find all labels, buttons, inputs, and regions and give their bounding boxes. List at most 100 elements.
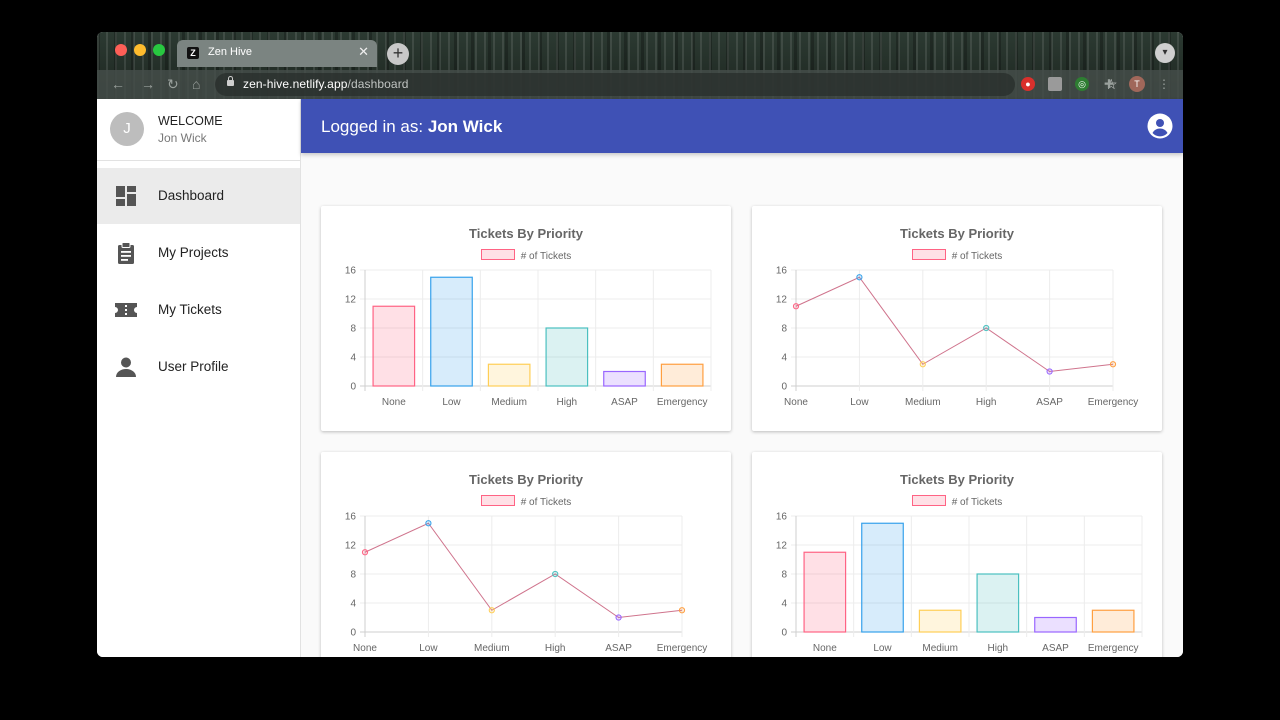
y-tick-label: 16 xyxy=(345,266,357,277)
sidebar-item-user-profile[interactable]: User Profile xyxy=(97,339,300,395)
y-tick-label: 16 xyxy=(776,512,788,523)
bar xyxy=(803,551,847,633)
x-tick-label: ASAP xyxy=(611,397,638,408)
logged-in-user: Jon Wick xyxy=(427,117,503,136)
chart-legend[interactable]: # of Tickets xyxy=(752,249,1162,262)
close-tab-icon[interactable]: ✕ xyxy=(358,44,369,59)
x-tick-label: Emergency xyxy=(1088,643,1139,654)
y-tick-label: 8 xyxy=(781,324,787,335)
sidebar-item-dashboard[interactable]: Dashboard xyxy=(97,168,300,224)
chart-title: Tickets By Priority xyxy=(469,472,583,487)
person-icon xyxy=(116,357,136,377)
y-tick-label: 8 xyxy=(781,570,787,581)
y-tick-label: 0 xyxy=(781,382,787,393)
x-tick-label: Low xyxy=(873,643,892,654)
kebab-menu-icon[interactable]: ⋮ xyxy=(1158,77,1170,91)
address-bar[interactable]: zen-hive.netlify.app/dashboard ☆ xyxy=(215,73,1118,96)
url-text: zen-hive.netlify.app/dashboard xyxy=(243,77,409,91)
data-point xyxy=(919,361,926,368)
extension-icon[interactable]: ● xyxy=(1021,77,1035,91)
data-point xyxy=(983,324,990,332)
x-tick-label: Medium xyxy=(905,397,941,408)
legend-label: # of Tickets xyxy=(520,497,572,508)
legend-swatch xyxy=(911,249,946,260)
extension-icon[interactable] xyxy=(1048,77,1062,91)
x-tick-label: High xyxy=(557,397,578,408)
x-tick-label: ASAP xyxy=(1036,397,1063,408)
bar xyxy=(976,573,1020,633)
bar-chart: 0 4 8 12 16 None Low Medium High ASAP Emergency xyxy=(776,512,1143,654)
data-point xyxy=(552,570,559,578)
series-line xyxy=(364,522,683,619)
bar-chart: 0 4 8 12 16 None Low Medium High ASAP Emergency xyxy=(345,266,712,408)
legend-swatch xyxy=(480,495,515,506)
chart-legend[interactable]: # of Tickets xyxy=(752,495,1162,508)
profile-avatar-icon[interactable]: T xyxy=(1129,76,1145,92)
x-tick-label: Medium xyxy=(491,397,527,408)
x-tick-label: Emergency xyxy=(657,397,708,408)
x-tick-label: None xyxy=(813,643,837,654)
close-window-button[interactable] xyxy=(115,44,127,56)
browser-titlebar: Z Zen Hive ✕ + ▾ ← → ↻ ⌂ zen-hive.netlif… xyxy=(97,32,1183,99)
bar xyxy=(660,363,704,387)
account-circle-icon[interactable] xyxy=(1147,113,1173,139)
x-tick-label: None xyxy=(382,397,406,408)
logged-in-label: Logged in as: Jon Wick xyxy=(321,117,503,136)
y-tick-label: 8 xyxy=(350,324,356,335)
app-header: Logged in as: Jon Wick xyxy=(301,99,1183,153)
chart-card: Tickets By Priority # of Tickets 0 4 8 12 16… xyxy=(321,452,731,657)
x-tick-label: None xyxy=(353,643,377,654)
reload-icon[interactable]: ↻ xyxy=(167,76,179,92)
sidebar-item-my-tickets[interactable]: My Tickets xyxy=(97,282,300,338)
bar xyxy=(487,363,531,387)
puzzle-icon[interactable]: ✚ xyxy=(1103,77,1115,91)
zoom-window-button[interactable] xyxy=(153,44,165,56)
sidebar-item-label: Dashboard xyxy=(158,188,225,203)
data-point xyxy=(615,614,622,621)
x-tick-label: Low xyxy=(850,397,869,408)
extension-icon[interactable]: ◎ xyxy=(1075,77,1089,91)
x-tick-label: Emergency xyxy=(657,643,708,654)
x-tick-label: High xyxy=(545,643,566,654)
y-tick-label: 4 xyxy=(781,353,787,364)
data-point xyxy=(425,520,432,527)
data-point xyxy=(792,303,800,310)
x-tick-label: Medium xyxy=(922,643,958,654)
data-point xyxy=(488,607,495,614)
back-icon[interactable]: ← xyxy=(111,76,125,92)
bar xyxy=(372,305,416,387)
y-tick-label: 4 xyxy=(350,353,356,364)
y-tick-label: 16 xyxy=(345,512,357,523)
minimize-window-button[interactable] xyxy=(134,44,146,56)
lock-icon xyxy=(227,76,234,86)
x-tick-label: Low xyxy=(419,643,438,654)
y-tick-label: 4 xyxy=(350,599,356,610)
chart-legend[interactable]: # of Tickets xyxy=(321,249,731,262)
favicon-icon: Z xyxy=(187,47,199,59)
legend-swatch xyxy=(480,249,515,260)
dashboard-icon xyxy=(116,186,136,206)
home-icon[interactable]: ⌂ xyxy=(192,76,201,92)
forward-icon[interactable]: → xyxy=(141,76,155,92)
chart-legend[interactable]: # of Tickets xyxy=(321,495,731,508)
chart-title: Tickets By Priority xyxy=(900,472,1014,487)
chart-card: Tickets By Priority # of Tickets 0 4 8 12 16… xyxy=(321,206,731,431)
y-tick-label: 4 xyxy=(781,599,787,610)
browser-tab[interactable]: Z Zen Hive ✕ xyxy=(177,40,377,67)
bar xyxy=(603,370,646,387)
chart-title: Tickets By Priority xyxy=(900,226,1014,241)
bar xyxy=(918,609,962,633)
sidebar-item-my-projects[interactable]: My Projects xyxy=(97,225,300,281)
bar xyxy=(861,522,904,633)
bookmark-star-icon[interactable]: ☆ xyxy=(1105,76,1118,92)
line-chart: 0 4 8 12 16 None Low Medium High ASAP Emergency xyxy=(345,512,708,655)
avatar: J xyxy=(110,112,144,146)
browser-menu-icon[interactable]: ▾ xyxy=(1155,43,1175,63)
new-tab-button[interactable]: + xyxy=(387,43,409,65)
y-tick-label: 12 xyxy=(776,295,788,306)
browser-window: Z Zen Hive ✕ + ▾ ← → ↻ ⌂ zen-hive.netlif… xyxy=(97,32,1183,657)
data-point xyxy=(1046,368,1053,375)
data-point xyxy=(361,549,369,556)
y-tick-label: 12 xyxy=(345,295,357,306)
browser-toolbar: ← → ↻ ⌂ zen-hive.netlify.app/dashboard ☆… xyxy=(97,70,1183,99)
